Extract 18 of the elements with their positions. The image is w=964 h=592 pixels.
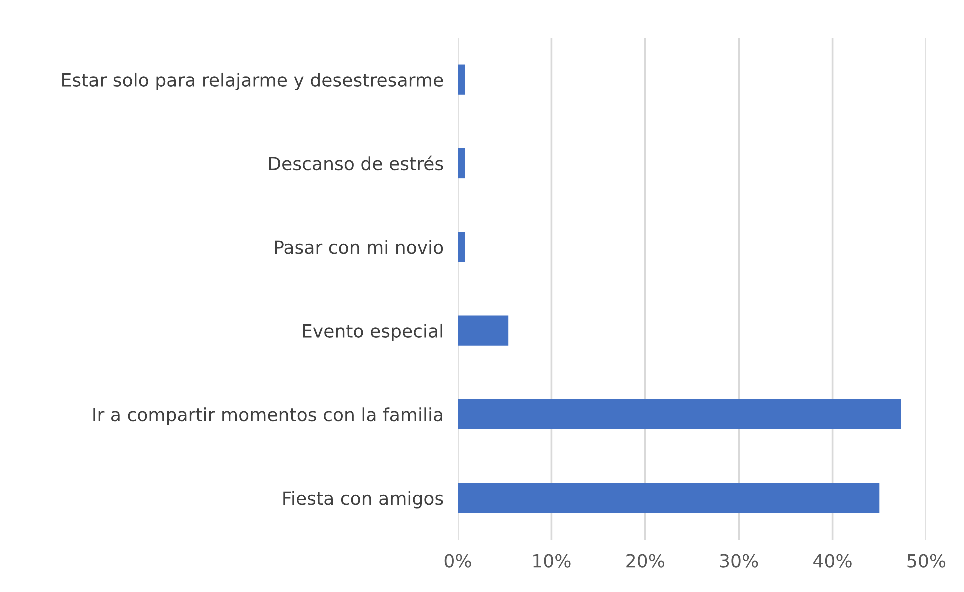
bar	[458, 148, 466, 179]
y-tick-label: Fiesta con amigos	[284, 491, 444, 509]
bar	[458, 316, 509, 346]
bar	[458, 232, 466, 262]
x-tick-label: 30%	[720, 554, 758, 568]
bar	[458, 64, 466, 95]
x-tick-label: 20%	[626, 554, 664, 568]
y-tick-label: Pasar con mi novio	[275, 240, 444, 254]
bar	[458, 483, 880, 514]
y-tick-label: Ir a compartir momentos con la familia	[94, 408, 442, 426]
y-tick-label: Estar solo para relajarme y desestresarme	[62, 72, 444, 90]
x-tick-label: 40%	[814, 554, 852, 568]
bar	[458, 399, 902, 430]
x-tick-label: 50%	[908, 554, 946, 568]
x-tick-label: 0%	[444, 554, 472, 568]
y-tick-label: Descanso de estrés	[269, 156, 444, 171]
x-tick-label: 10%	[534, 554, 571, 568]
y-tick-label: Evento especial	[303, 324, 442, 342]
